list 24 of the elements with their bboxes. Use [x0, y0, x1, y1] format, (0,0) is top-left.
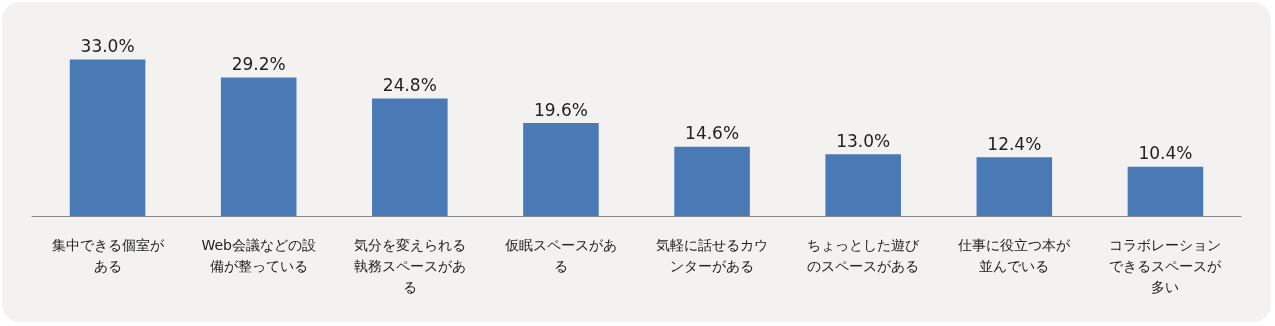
data-label: 12.4% [987, 133, 1042, 154]
x-tick-label: 仮眠スペースがある [503, 236, 617, 274]
bar [976, 157, 1053, 216]
bar [69, 59, 146, 216]
bar [825, 154, 901, 216]
x-tick-label: 気分を変えられる執務スペースがある [353, 236, 466, 295]
data-label: 24.8% [382, 74, 437, 95]
bar [372, 98, 448, 216]
data-label: 19.6% [533, 99, 588, 120]
x-tick-label: 集中できる個室がある [51, 236, 165, 274]
data-label: 10.4% [1138, 143, 1193, 164]
data-label: 13.0% [836, 130, 891, 151]
bar [1127, 166, 1204, 216]
x-tick-label: 仕事に役立つ本が並んでいる [957, 236, 1072, 274]
data-label: 14.6% [685, 123, 740, 144]
x-tick-label: Web会議などの設備が整っている [201, 236, 316, 274]
bar [523, 123, 599, 216]
x-tick-label: 気軽に話せるカウンターがある [656, 236, 769, 274]
data-label: 33.0% [80, 35, 135, 56]
bar [220, 77, 297, 216]
data-label: 29.2% [231, 54, 286, 75]
x-tick-label: ちょっとした遊びのスペースがある [807, 236, 921, 274]
bar [674, 146, 750, 216]
x-tick-label: コラボレーションできるスペースが多い [1109, 236, 1223, 295]
